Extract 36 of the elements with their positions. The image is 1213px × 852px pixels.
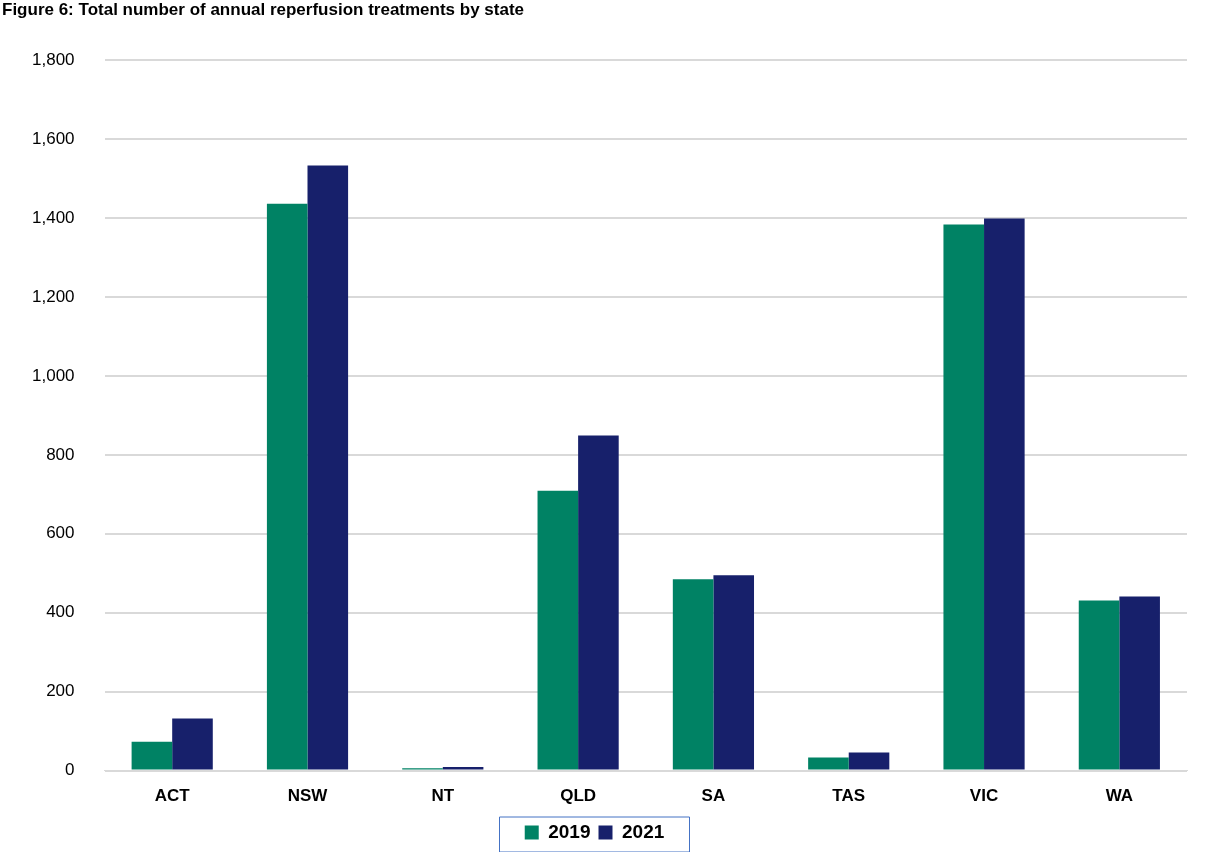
bar bbox=[578, 435, 619, 770]
bar bbox=[442, 767, 484, 770]
bar bbox=[266, 203, 308, 770]
x-tick-label: QLD bbox=[560, 786, 597, 806]
y-tick-label: 1,200 bbox=[31, 286, 75, 306]
y-tick-label: 1,400 bbox=[31, 207, 75, 227]
bar bbox=[1078, 600, 1120, 770]
x-tick-label: VIC bbox=[969, 786, 999, 806]
x-tick-label: WA bbox=[1105, 786, 1134, 806]
legend-label: 2019 bbox=[548, 820, 591, 842]
bar bbox=[672, 579, 714, 770]
x-tick-label: NSW bbox=[287, 786, 329, 806]
y-tick-label: 200 bbox=[46, 681, 75, 701]
bar bbox=[808, 757, 849, 770]
bar bbox=[984, 218, 1025, 770]
bar bbox=[1119, 596, 1160, 770]
y-tick-label: 1,800 bbox=[31, 49, 75, 69]
bar bbox=[172, 718, 213, 770]
x-tick-label: ACT bbox=[154, 786, 191, 806]
y-tick-label: 1,000 bbox=[31, 365, 75, 385]
x-tick-label: NT bbox=[431, 786, 455, 806]
y-tick-label: 600 bbox=[46, 523, 75, 543]
bar bbox=[713, 575, 755, 770]
bar bbox=[537, 490, 579, 770]
x-tick-label: SA bbox=[701, 786, 726, 806]
bar bbox=[848, 752, 890, 770]
bar bbox=[131, 741, 173, 770]
y-tick-label: 0 bbox=[65, 760, 75, 780]
chart-title: Figure 6: Total number of annual reperfusion treatments by state bbox=[2, 0, 525, 20]
bar bbox=[943, 224, 985, 770]
x-tick-label: TAS bbox=[832, 786, 866, 806]
y-tick-label: 800 bbox=[46, 444, 75, 464]
legend-label: 2021 bbox=[622, 820, 665, 842]
bar bbox=[307, 165, 349, 770]
y-tick-label: 400 bbox=[46, 602, 75, 622]
y-tick-label: 1,600 bbox=[31, 128, 75, 148]
